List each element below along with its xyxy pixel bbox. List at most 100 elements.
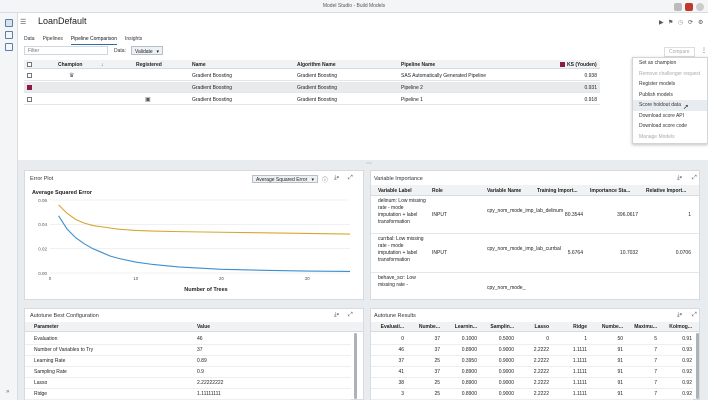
settings-icon[interactable]: ⚙ [698, 20, 704, 26]
col-registered[interactable]: Registered [136, 62, 162, 68]
maximize-icon[interactable]: ⤢ [348, 175, 353, 181]
maximize-icon[interactable]: ⤢ [348, 312, 353, 318]
results-col-header[interactable]: Numbe... [601, 324, 623, 330]
col-algorithm[interactable]: Algorithm Name [297, 62, 336, 68]
row-select-checkbox[interactable] [27, 97, 32, 102]
vi-col-header[interactable]: Importance Sta... [590, 188, 631, 194]
results-cell: 37 [434, 336, 440, 342]
menu-item-score-holdout-data[interactable]: Score holdout data [633, 100, 707, 111]
results-cell: 2.2222 [533, 380, 549, 386]
tab-pipelines[interactable]: Pipelines [42, 36, 63, 42]
results-cell: 0.9000 [498, 380, 514, 386]
y-tick-label: 0.00 [38, 271, 47, 276]
build-models-icon[interactable] [5, 19, 13, 27]
download-icon[interactable]: ⤓▾ [677, 312, 683, 318]
notifications-icon[interactable] [685, 2, 693, 11]
vi-col-header[interactable]: Training Import... [537, 188, 578, 194]
table-row[interactable] [24, 70, 600, 81]
menu-item-download-score-code[interactable]: Download score code [639, 123, 688, 129]
menu-item-remove-challenger-request[interactable]: Remove challenger request [639, 70, 701, 77]
results-col-header[interactable]: Evaluati... [380, 324, 404, 330]
results-cell: 2.2222 [533, 347, 549, 353]
col-name[interactable]: Name [192, 62, 206, 68]
vi-col-header[interactable]: Variable Name [487, 188, 522, 194]
select-all-checkbox[interactable] [27, 62, 32, 67]
vi-col-header[interactable]: Relative Import... [646, 188, 687, 194]
results-cell: 3 [401, 391, 404, 397]
results-col-header[interactable]: Ridge [573, 324, 587, 330]
history-icon[interactable]: ◷ [678, 20, 684, 26]
share-icon[interactable]: ⚑ [668, 20, 674, 26]
col-parameter[interactable]: Parameter [34, 324, 59, 330]
col-value[interactable]: Value [197, 324, 211, 330]
results-cell: 37 [398, 358, 404, 364]
results-col-header[interactable]: Lasso [534, 324, 549, 330]
maximize-icon[interactable]: ⤢ [692, 175, 697, 181]
menu-item-publish-models[interactable]: Publish models [639, 91, 673, 98]
best-config-scrollbar[interactable] [354, 333, 357, 399]
results-cell: 0.3950 [461, 358, 477, 364]
filter-input[interactable] [24, 46, 108, 55]
download-icon[interactable]: ⤓▾ [334, 312, 340, 318]
vi-col-header[interactable]: Variable Label [378, 188, 412, 194]
menu-item-manage-models[interactable]: Manage Models [639, 133, 675, 140]
table-row[interactable] [24, 82, 600, 93]
results-col-header[interactable]: Kolmog... [669, 324, 692, 330]
results-cell: 0.8900 [461, 391, 477, 397]
results-col-header[interactable]: Maximu... [634, 324, 657, 330]
results-cell: 0.8900 [461, 369, 477, 375]
user-avatar[interactable] [696, 2, 704, 11]
manage-data-icon[interactable] [5, 31, 13, 39]
manage-models-icon[interactable] [5, 43, 13, 51]
row-select-checkbox[interactable] [27, 73, 32, 78]
results-col-header[interactable]: Samplin... [490, 324, 514, 330]
vi-label: behave_scr: Low missing rate - [378, 275, 416, 288]
vi-label: currbal: Low missing rate - mode imputat… [378, 236, 424, 263]
download-icon[interactable]: ⤓▾ [677, 175, 683, 181]
maximize-icon[interactable]: ⤢ [692, 312, 697, 318]
tab-data[interactable]: Data [24, 36, 35, 42]
tab-insights[interactable]: Insights [125, 36, 143, 42]
row-ks: 0.938 [584, 73, 597, 79]
results-cell: 25 [434, 380, 440, 386]
download-icon[interactable]: ⤓▾ [334, 175, 340, 181]
tab-pipeline-comparison[interactable]: Pipeline Comparison [70, 35, 117, 45]
app-switcher-icon[interactable] [674, 2, 682, 11]
col-ks[interactable]: KS (Youden) [567, 62, 597, 68]
row-divider [371, 388, 693, 389]
col-champion[interactable]: Champion [58, 62, 83, 68]
series-line-1 [58, 215, 351, 272]
results-cell: 1.1111 [572, 380, 587, 386]
vi-std: 10.7032 [619, 250, 638, 256]
compare-button[interactable]: Compare [664, 47, 695, 57]
results-cell: 91 [617, 358, 623, 364]
results-col-header[interactable]: Numbe... [418, 324, 440, 330]
ks-column-checkbox[interactable] [560, 62, 565, 67]
champion-icon: ♛ [69, 73, 75, 79]
autotune-results-scrollbar[interactable] [696, 333, 699, 399]
chart-title: Average Squared Error [32, 190, 93, 196]
sort-icon[interactable]: ↓ [101, 62, 104, 68]
table-row[interactable] [24, 94, 600, 105]
row-name: Gradient Boosting [192, 97, 233, 103]
results-cell: 7 [654, 391, 657, 397]
refresh-icon[interactable]: ⟳ [688, 20, 694, 26]
vi-col-header[interactable]: Role [432, 188, 443, 194]
col-pipeline[interactable]: Pipeline Name [401, 62, 436, 68]
expand-rail-icon[interactable]: » [6, 389, 10, 395]
x-tick-label: 30 [305, 276, 311, 281]
menu-item-set-as-champion[interactable]: Set as champion [639, 60, 677, 66]
run-icon[interactable]: ▶ [659, 20, 664, 26]
results-col-header[interactable]: Learnin... [454, 324, 477, 330]
info-icon[interactable]: ⓘ [322, 178, 329, 184]
results-cell: 46 [398, 347, 404, 353]
vi-rel: 1 [688, 212, 691, 218]
menu-item-register-models[interactable]: Register models [639, 81, 676, 87]
data-select[interactable]: Validate ▾ [131, 46, 163, 55]
more-actions-icon[interactable]: ⋮ [701, 48, 707, 54]
row-select-checkbox[interactable] [27, 85, 32, 90]
menu-item-download-score-api[interactable]: Download score API [639, 112, 685, 119]
hamburger-menu-icon[interactable]: ☰ [20, 19, 27, 26]
splitter-handle[interactable]: ⋯ [366, 161, 372, 167]
error-metric-select[interactable]: Average Squared Error ▾ [252, 175, 318, 183]
